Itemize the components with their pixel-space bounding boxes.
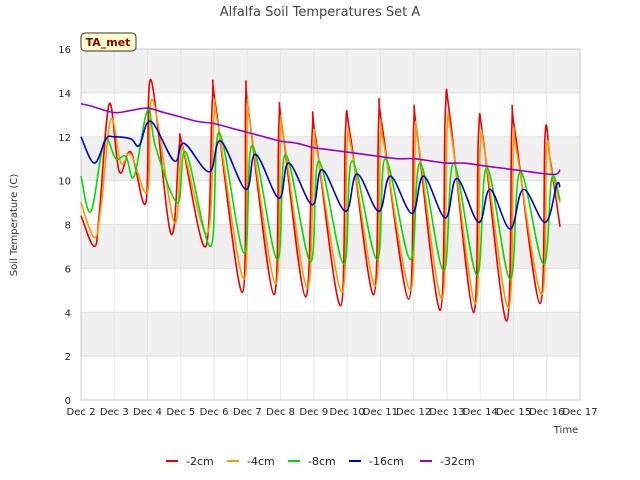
legend-label: -8cm xyxy=(308,455,336,468)
x-tick-label: Dec 16 xyxy=(529,407,564,418)
plot-frame xyxy=(80,48,581,401)
x-axis-ticks: Dec 2 Dec 3 Dec 4 Dec 5 Dec 6 Dec 7 Dec 8 Dec 9… xyxy=(67,407,598,418)
y-axis-ticks: 0 2 4 6 8 10 12 14 16 xyxy=(58,45,71,407)
x-tick-label: Dec 11 xyxy=(363,407,398,418)
x-tick-label: Dec 3 xyxy=(100,407,129,418)
x-tick-label: Dec 5 xyxy=(166,407,195,418)
plot-band xyxy=(81,356,580,400)
tag-badge: TA_met xyxy=(80,32,137,52)
x-tick-label: Dec 2 xyxy=(67,407,96,418)
x-axis-label: Time xyxy=(553,425,578,436)
series-line-minus-8cm xyxy=(80,109,561,281)
x-tick-label: Dec 6 xyxy=(200,407,229,418)
plot-band xyxy=(81,180,580,225)
y-tick-label: 10 xyxy=(58,177,71,188)
x-tick-label: Dec 4 xyxy=(133,407,162,418)
y-tick-label: 4 xyxy=(65,308,71,319)
y-tick-label: 2 xyxy=(65,352,71,363)
x-tick-label: Dec 7 xyxy=(233,407,262,418)
y-tick-label: 0 xyxy=(65,396,71,407)
x-tick-label: Dec 15 xyxy=(496,407,531,418)
plot-band xyxy=(81,92,580,137)
series-line-minus-4cm xyxy=(80,98,561,309)
series-line-minus-32cm xyxy=(80,103,561,176)
legend-label: -16cm xyxy=(369,455,404,468)
y-tick-label: 12 xyxy=(58,133,71,144)
legend-label: -2cm xyxy=(186,455,214,468)
x-tick-label: Dec 17 xyxy=(562,407,597,418)
y-tick-label: 6 xyxy=(65,264,71,275)
x-tick-label: Dec 14 xyxy=(463,407,498,418)
tag-badge-box xyxy=(80,32,137,52)
plot-band xyxy=(81,136,580,181)
legend-label: -4cm xyxy=(247,455,275,468)
tag-badge-label: TA_met xyxy=(86,36,131,49)
x-tick-label: Dec 12 xyxy=(396,407,431,418)
plot-band xyxy=(81,268,580,313)
legend-label: -32cm xyxy=(440,455,475,468)
y-tick-label: 14 xyxy=(58,89,71,100)
plot-band xyxy=(81,312,580,357)
x-tick-label: Dec 9 xyxy=(299,407,328,418)
x-tick-label: Dec 10 xyxy=(330,407,365,418)
chart-title: Alfalfa Soil Temperatures Set A xyxy=(220,5,421,20)
y-tick-label: 8 xyxy=(65,221,71,232)
legend: -2cm -4cm -8cm -16cm -32cm xyxy=(166,455,475,468)
series-lines xyxy=(80,78,561,322)
y-tick-label: 16 xyxy=(58,45,71,56)
series-line-minus-16cm xyxy=(80,120,561,230)
x-tick-label: Dec 13 xyxy=(429,407,464,418)
plot-band xyxy=(81,49,580,93)
x-tick-label: Dec 8 xyxy=(266,407,295,418)
grid-lines xyxy=(80,48,581,401)
y-axis-label: Soil Temperature (C) xyxy=(9,174,20,277)
